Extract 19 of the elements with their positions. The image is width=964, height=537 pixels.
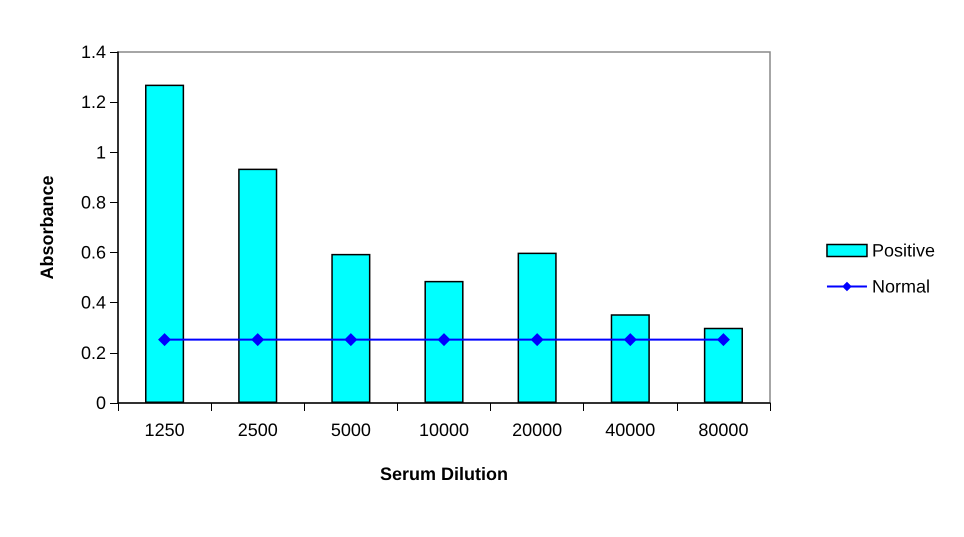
x-tick-label: 1250	[144, 420, 185, 440]
x-tick-label: 40000	[605, 420, 656, 440]
y-tick-label: 0	[96, 393, 106, 413]
y-tick-label: 0.4	[80, 292, 106, 313]
legend-label: Normal	[872, 276, 930, 296]
x-tick-label: 80000	[698, 420, 748, 440]
x-tick-label: 2500	[238, 420, 278, 440]
legend-label: Positive	[872, 240, 936, 260]
y-tick-label: 1.4	[80, 42, 106, 62]
x-axis-title: Serum Dilution	[380, 464, 508, 484]
y-tick-label: 0.8	[80, 192, 106, 212]
y-axis-title: Absorbance	[37, 175, 57, 280]
y-tick-label: 1	[96, 142, 106, 162]
y-tick-label: 0.2	[80, 342, 106, 363]
y-tick-label: 0.6	[80, 242, 106, 263]
x-tick-label: 5000	[330, 420, 371, 440]
x-tick-label: 10000	[418, 420, 470, 440]
y-tick-label: 1.2	[80, 92, 106, 112]
x-tick-label: 20000	[512, 420, 562, 440]
